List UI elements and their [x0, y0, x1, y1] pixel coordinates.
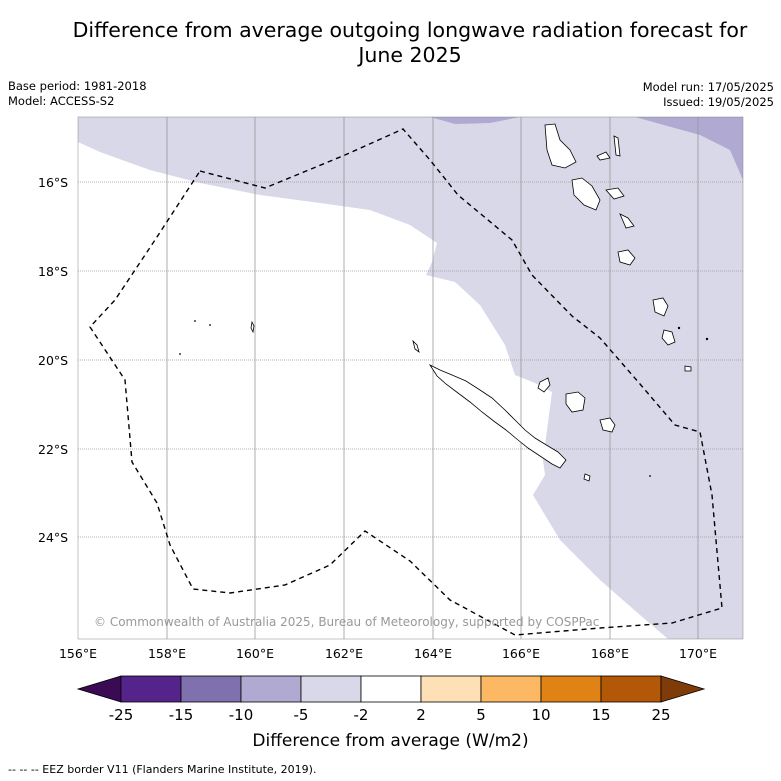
reef-dot-5 [677, 326, 681, 330]
lon-label-170e: 170°E [678, 646, 717, 661]
meta-right: Model run: 17/05/2025 Issued: 19/05/2025 [643, 80, 774, 110]
anomaly-darker-region-north [430, 117, 520, 124]
issued-date: Issued: 19/05/2025 [663, 95, 774, 109]
mare-island [599, 417, 616, 433]
lat-label-18s: 18°S [38, 264, 69, 279]
efate-island [617, 249, 636, 266]
reef-dot-3 [179, 353, 181, 355]
colorbar-tick: 2 [416, 706, 426, 724]
colorbar-segment [420, 675, 482, 703]
tanna-island [661, 329, 676, 346]
colorbar-tick: -15 [168, 706, 194, 724]
new-caledonia-mainland [428, 363, 567, 469]
colorbar-segment [480, 675, 542, 703]
base-period: Base period: 1981-2018 [8, 79, 147, 93]
colorbar-high-extension [660, 675, 706, 703]
lat-label-20s: 20°S [38, 353, 69, 368]
lon-label-164e: 164°E [413, 646, 452, 661]
map-frame [77, 116, 744, 640]
lon-label-162e: 162°E [324, 646, 363, 661]
colorbar-tick: 25 [651, 706, 671, 724]
lon-label-168e: 168°E [590, 646, 629, 661]
colorbar-segment [360, 675, 422, 703]
colorbar-tick: -2 [353, 706, 369, 724]
ambae-island [596, 151, 611, 161]
colorbar-tick: 5 [476, 706, 486, 724]
colorbar-segment [240, 675, 302, 703]
lat-label-22s: 22°S [38, 442, 69, 457]
erromango-island [652, 297, 669, 317]
colorbar-tick: 10 [531, 706, 551, 724]
isle-of-pines [583, 473, 591, 482]
malekula-island [571, 177, 601, 211]
lon-label-158e: 158°E [147, 646, 186, 661]
ambrym-island [605, 187, 625, 200]
colorbar-segment [600, 675, 662, 703]
copyright-notice: © Commonwealth of Australia 2025, Bureau… [94, 615, 599, 629]
lon-label-156e: 156°E [58, 646, 97, 661]
lon-label-160e: 160°E [235, 646, 274, 661]
colorbar-title: Difference from average (W/m2) [252, 731, 529, 751]
lon-label-166e: 166°E [501, 646, 540, 661]
lifou-island [565, 391, 586, 413]
aneityum-island [684, 365, 692, 372]
colorbar-segment [300, 675, 362, 703]
model-run: Model run: 17/05/2025 [642, 80, 774, 94]
neutral-region [78, 142, 668, 639]
meta-left: Base period: 1981-2018 Model: ACCESS-S2 [8, 79, 147, 109]
espiritu-santo-island [544, 123, 577, 169]
model-name: Model: ACCESS-S2 [8, 94, 115, 108]
eez-legend-note: -- -- -- EEZ border V11 (Flanders Marine… [8, 763, 317, 776]
pentecost-island [613, 135, 621, 157]
reef-dot-2 [209, 324, 211, 326]
belep-island [412, 339, 420, 354]
colorbar-tick: -5 [293, 706, 309, 724]
chesterfield-reef [250, 320, 255, 334]
map-area [78, 117, 743, 639]
colorbar-tick: -10 [228, 706, 254, 724]
lat-label-24s: 24°S [38, 530, 69, 545]
graticule [78, 117, 743, 639]
title-line-2: June 2025 [358, 43, 462, 67]
colorbar [76, 675, 706, 703]
epi-island [619, 213, 635, 229]
ouvea-island [537, 377, 551, 393]
title-line-1: Difference from average outgoing longwav… [72, 18, 748, 42]
eez-border [89, 128, 723, 636]
colorbar-low-extension [76, 675, 122, 703]
reef-dot-4 [649, 475, 651, 477]
chart-title: Difference from average outgoing longwav… [0, 18, 781, 68]
colorbar-segment [180, 675, 242, 703]
colorbar-segment [540, 675, 602, 703]
colorbar-tick: -25 [108, 706, 134, 724]
reef-dot-6 [705, 337, 709, 341]
reef-dot-1 [194, 320, 196, 322]
colorbar-segment [120, 675, 182, 703]
colorbar-tick: 15 [591, 706, 611, 724]
anomaly-darker-region-northeast [635, 117, 743, 180]
lat-label-16s: 16°S [38, 175, 69, 190]
